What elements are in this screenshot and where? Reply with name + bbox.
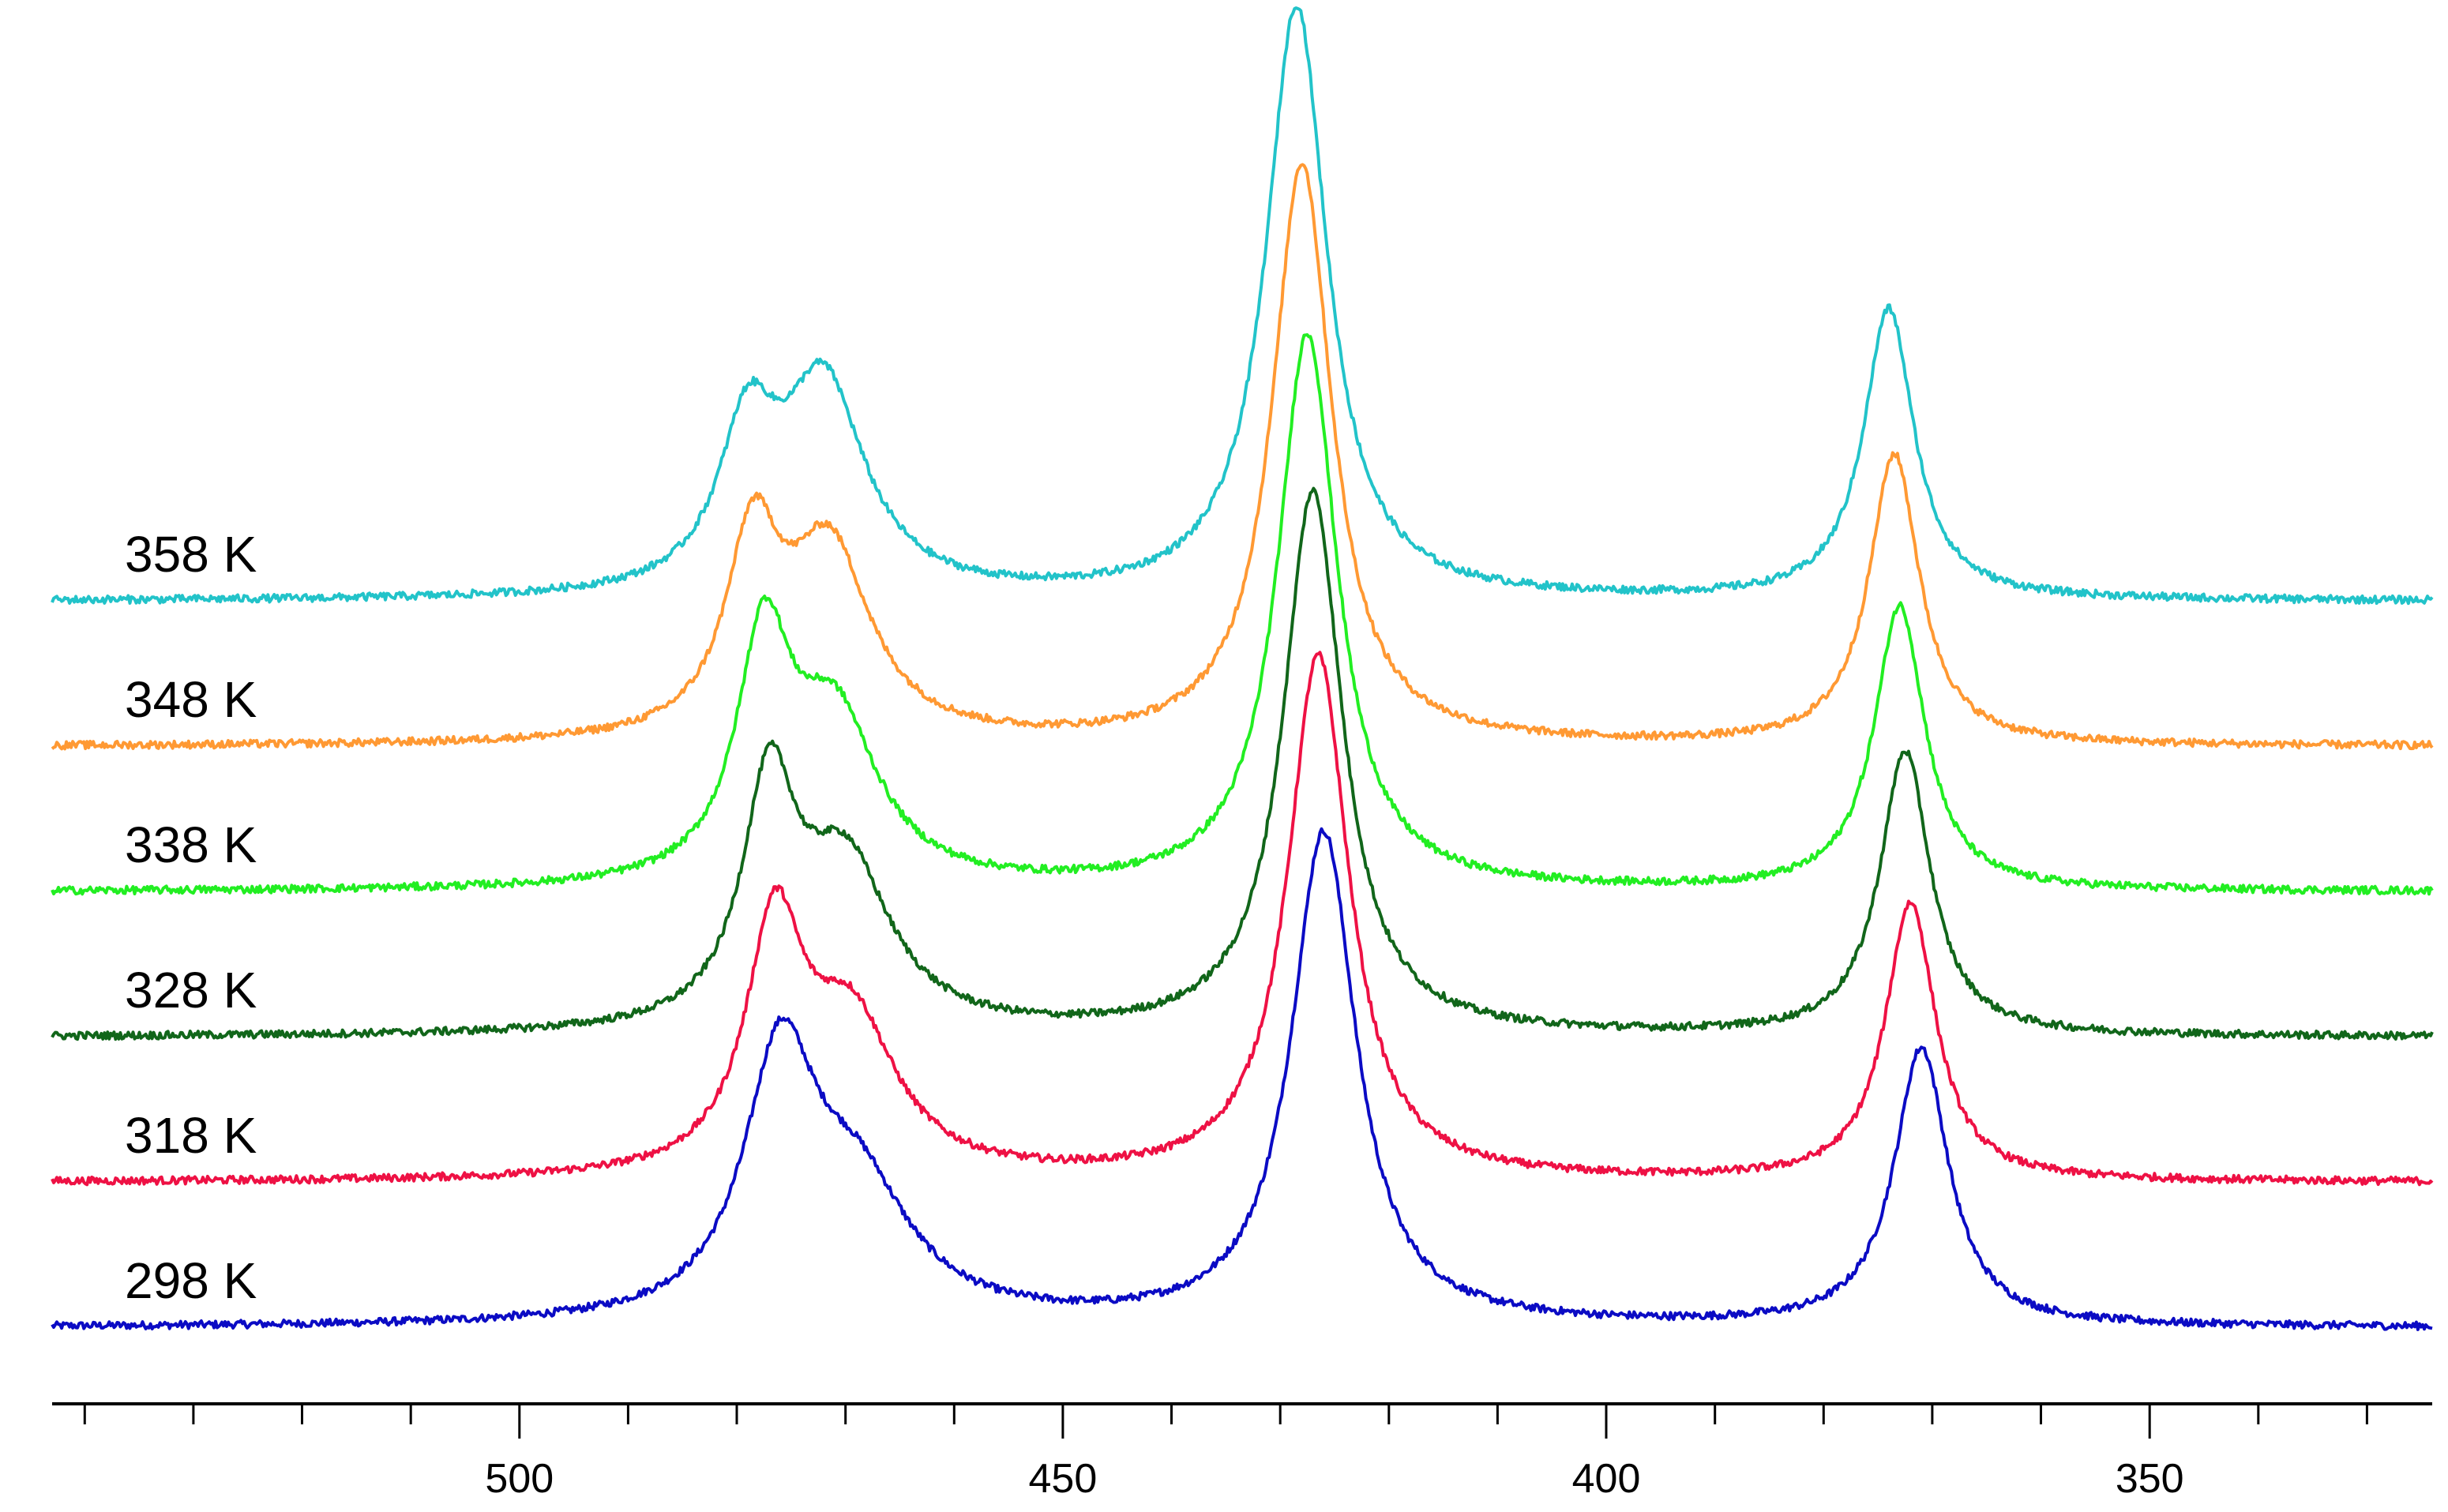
series-label-layer: 298 K 318 K 328 K 338 K 348 K 358 K [125, 526, 257, 1309]
series-label-318k: 318 K [125, 1107, 257, 1164]
x-tick-label: 350 [2116, 1456, 2184, 1502]
series-line-338k [51, 333, 2434, 896]
series-line-328k [51, 486, 2434, 1041]
x-tick-label: 400 [1572, 1456, 1641, 1502]
series-layer [51, 6, 2434, 1331]
x-tick-label: 500 [485, 1456, 554, 1502]
series-line-298k [51, 827, 2433, 1331]
x-axis: 500 450 400 350 [52, 1402, 2432, 1502]
x-tick-label: 450 [1029, 1456, 1098, 1502]
series-line-348k [51, 163, 2434, 751]
series-label-328k: 328 K [125, 962, 257, 1019]
series-line-358k [51, 6, 2434, 606]
series-label-358k: 358 K [125, 526, 257, 583]
series-label-338k: 338 K [125, 816, 257, 873]
series-label-348k: 348 K [125, 671, 257, 728]
series-label-298k: 298 K [125, 1252, 257, 1309]
series-line-318k [51, 651, 2434, 1187]
